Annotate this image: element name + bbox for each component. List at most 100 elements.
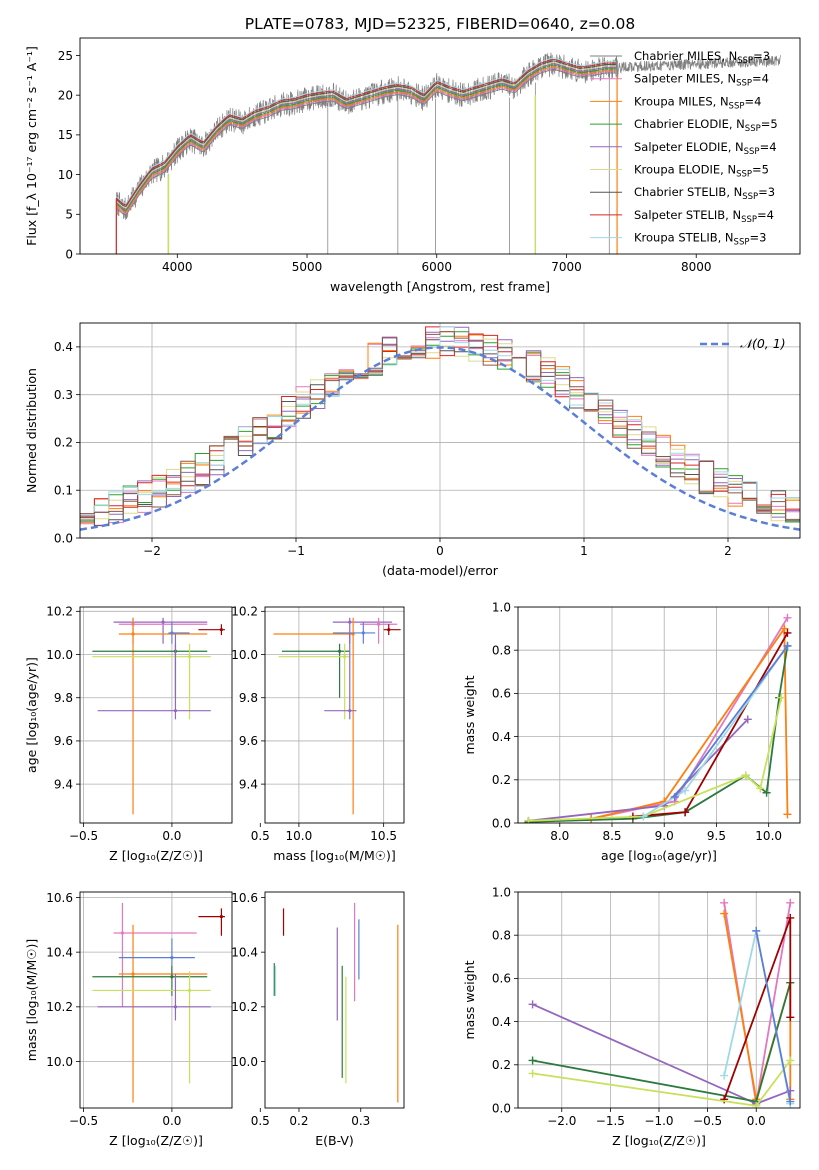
data-point — [187, 988, 192, 993]
x-axis-label: E(B-V) — [315, 1133, 354, 1148]
y-tick-label: 25 — [58, 49, 73, 63]
plus-marker — [681, 808, 690, 817]
y-tick-label: 10.2 — [231, 1000, 258, 1014]
y-tick-label: 0.0 — [492, 816, 511, 830]
plus-marker — [741, 771, 750, 780]
data-point — [131, 632, 135, 636]
weight-line-7 — [755, 930, 792, 1102]
x-tick-label: 0.3 — [351, 1114, 370, 1128]
data-point — [343, 655, 347, 659]
y-tick-label: 0 — [65, 247, 73, 261]
x-tick-label: 0.0 — [747, 1114, 766, 1128]
x-tick-label: −2 — [143, 544, 161, 558]
x-tick-label: 0.0 — [162, 829, 181, 843]
histogram-step-8 — [80, 331, 800, 520]
mass-vs-ebv-plot-area — [273, 902, 399, 1103]
legend-label: Kroupa ELODIE, NSSP=5 — [634, 163, 769, 180]
data-point — [170, 975, 174, 979]
x-axis-label: Z [log₁₀(Z/Z☉)] — [109, 1133, 203, 1148]
y-axis-label: age [log₁₀(age/yr)] — [24, 657, 39, 773]
y-tick-label: 10.2 — [46, 605, 73, 619]
y-tick-label: 0.1 — [54, 484, 73, 498]
y-tick-label: 1.0 — [492, 885, 511, 899]
plus-marker — [783, 628, 792, 637]
plus-marker — [528, 1056, 537, 1065]
y-tick-label: 9.8 — [239, 691, 258, 705]
data-point — [361, 631, 365, 635]
data-point — [170, 956, 174, 960]
mass-vs-Z-panel: −0.5 0.0 0.5 10.0 10.2 10.4 10.6 Z [log₁₀(Z/Z☉)… — [24, 891, 270, 1148]
legend-label: Salpeter STELIB, NSSP=4 — [634, 208, 774, 225]
y-tick-label: 9.4 — [239, 777, 258, 791]
data-point — [170, 631, 174, 635]
x-tick-label: −1.5 — [596, 1114, 625, 1128]
axes-frame — [79, 606, 233, 824]
age-vs-mass-panel: 10.0 10.5 9.4 9.6 9.8 10.0 10.2 mass [log₁₀(M/M… — [231, 605, 405, 863]
age-vs-Z-plot-area — [80, 607, 232, 823]
x-tick-label: 9.5 — [707, 829, 726, 843]
model-line-1 — [116, 67, 616, 215]
y-tick-label: 0.4 — [492, 730, 511, 744]
plus-marker — [681, 786, 690, 795]
plus-marker — [720, 909, 729, 918]
spectrum-plot-area — [115, 52, 781, 254]
age-vs-Z-panel: −0.5 0.0 0.5 9.4 9.6 9.8 10.0 10.2 Z [log₁₀(Z/Z☉… — [24, 605, 270, 863]
legend-label: Chabrier STELIB, NSSP=3 — [634, 185, 775, 202]
x-axis-label: age [log₁₀(age/yr)] — [601, 848, 717, 863]
y-tick-label: 10.0 — [231, 648, 258, 662]
data-point — [173, 1005, 178, 1009]
plus-marker — [670, 793, 679, 802]
model-line-8 — [116, 57, 616, 205]
y-tick-label: 10.6 — [231, 891, 258, 905]
y-tick-label: 10.6 — [46, 891, 73, 905]
x-tick-label: 4000 — [162, 260, 193, 274]
histogram-step-7 — [80, 326, 800, 516]
x-tick-label: 1 — [580, 544, 588, 558]
data-point — [120, 931, 125, 935]
y-tick-label: 0.2 — [492, 1058, 511, 1072]
x-axis-label: mass [log₁₀(M/M☉)] — [273, 848, 395, 863]
x-tick-label: 0.2 — [289, 1114, 308, 1128]
plus-marker — [756, 784, 765, 793]
axes-frame — [517, 891, 801, 1109]
x-tick-label: 9.0 — [655, 829, 674, 843]
y-tick-label: 0.2 — [492, 773, 511, 787]
plus-marker — [786, 913, 795, 922]
plus-marker — [524, 816, 533, 823]
y-axis-label: mass weight — [462, 960, 477, 1039]
x-tick-label: 10.0 — [286, 829, 313, 843]
x-tick-label: 5000 — [292, 260, 323, 274]
residuals-plot-area — [80, 323, 800, 538]
x-axis-label: (data-model)/error — [382, 563, 499, 578]
y-tick-label: 9.6 — [54, 734, 73, 748]
residuals-panel: −2 −1 0 1 2 0.0 0.1 0.2 0.3 0.4 (data-model)/error… — [24, 322, 801, 578]
y-tick-label: 0.6 — [492, 687, 511, 701]
data-point — [187, 655, 192, 659]
y-tick-label: 1.0 — [492, 600, 511, 614]
legend-label: Chabrier ELODIE, NSSP=5 — [634, 117, 778, 134]
y-tick-label: 0.0 — [492, 1101, 511, 1115]
x-tick-label: 6000 — [421, 260, 452, 274]
legend-label: Salpeter ELODIE, NSSP=4 — [634, 140, 777, 157]
data-point — [337, 649, 342, 653]
model-line-6 — [116, 60, 616, 208]
x-tick-label: 0.5 — [251, 829, 270, 843]
x-tick-label: 8000 — [681, 260, 712, 274]
legend-label: Chabrier MILES, NSSP=3 — [634, 49, 770, 66]
plus-marker — [777, 693, 786, 702]
weight-line-7 — [673, 645, 789, 798]
massweight-vs-age-panel: 8.0 8.5 9.0 9.5 10.0 0.0 0.2 0.4 0.6 0.8 1.0 age [l… — [462, 600, 801, 863]
x-tick-label: −0.5 — [69, 1114, 98, 1128]
observed-spectrum-line — [115, 52, 781, 220]
y-axis-label: mass weight — [462, 675, 477, 754]
y-tick-label: 9.6 — [239, 734, 258, 748]
plus-marker — [780, 624, 789, 633]
y-tick-label: 0.6 — [492, 972, 511, 986]
model-line-7 — [116, 58, 616, 206]
x-tick-label: 10.0 — [755, 829, 782, 843]
plus-marker — [752, 926, 761, 935]
y-axis-label: Flux [f_λ 10⁻¹⁷ erg cm⁻² s⁻¹ A⁻¹] — [24, 46, 39, 246]
y-tick-label: 20 — [58, 88, 73, 102]
y-tick-label: 0.8 — [492, 929, 511, 943]
axes-frame — [79, 891, 233, 1109]
